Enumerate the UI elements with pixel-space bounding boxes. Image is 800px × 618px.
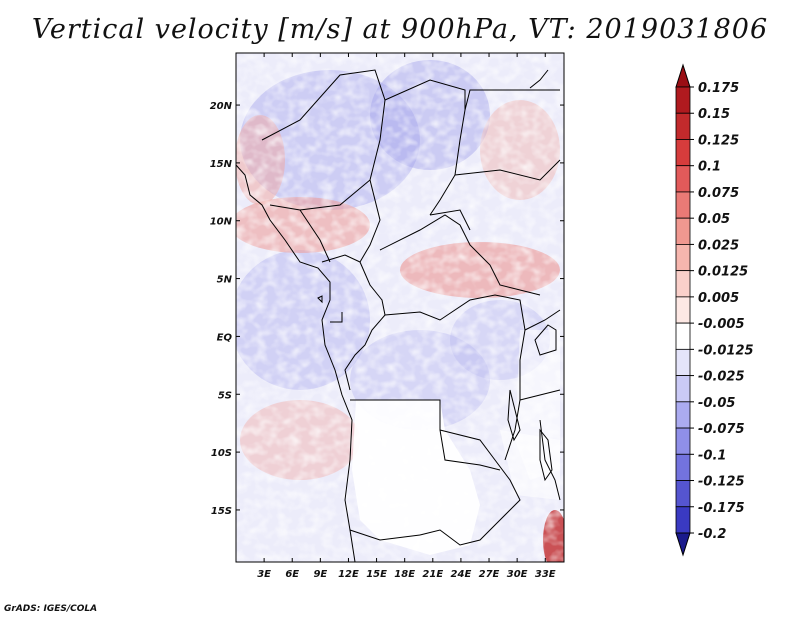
colorbar-bin: [675, 401, 691, 429]
colorbar-top-arrow: [675, 63, 691, 88]
colorbar: 0.175 0.15 0.125 0.1 0.075 0.05 0.025 0.0125 0.0…: [675, 63, 754, 557]
colorbar-label: -0.2: [698, 527, 726, 542]
colorbar-bin: [675, 506, 691, 534]
colorbar-bin: [675, 217, 691, 245]
x-tick-label: 6E: [285, 569, 299, 580]
colorbar-label: -0.125: [698, 475, 745, 490]
x-tick-label: 21E: [422, 569, 443, 580]
x-tick-label: 12E: [338, 569, 359, 580]
colorbar-label: -0.025: [698, 370, 745, 385]
y-tick-label: 5N: [217, 275, 233, 286]
colorbar-label: -0.005: [698, 317, 745, 332]
colorbar-label: 0.15: [698, 107, 730, 122]
colorbar-bin: [675, 244, 691, 272]
colorbar-label: 0.025: [698, 238, 739, 253]
colorbar-bin: [675, 270, 691, 298]
x-tick-label: 3E: [257, 569, 271, 580]
y-tick-label: 20N: [210, 101, 233, 112]
x-tick-label: 18E: [394, 569, 415, 580]
colorbar-bin: [675, 453, 691, 481]
country-borders: [236, 69, 561, 562]
y-tick-label: 15N: [210, 159, 233, 170]
colorbar-label: -0.05: [698, 396, 735, 411]
colorbar-label: -0.0125: [698, 343, 754, 358]
x-tick-label: 9E: [313, 569, 327, 580]
x-tick-label: 24E: [451, 569, 472, 580]
y-tick-label: 10S: [211, 448, 232, 459]
colorbar-bin: [675, 86, 691, 114]
axis-ticks: 3E 6E 9E 12E 15E 18E 21E 24E 27E 30E 33E 20N 15N 10N 5…: [210, 53, 564, 580]
x-tick-label: 30E: [507, 569, 528, 580]
colorbar-bin: [675, 427, 691, 455]
colorbar-bin: [675, 322, 691, 350]
colorbar-label: 0.175: [698, 81, 739, 96]
colorbar-bin: [675, 165, 691, 193]
x-tick-label: 33E: [535, 569, 556, 580]
colorbar-bin: [675, 139, 691, 167]
map-frame: [235, 52, 565, 563]
colorbar-bottom-arrow: [675, 532, 691, 557]
colorbar-bin: [675, 375, 691, 403]
colorbar-bin: [675, 112, 691, 140]
colorbar-label: 0.0125: [698, 265, 748, 280]
y-tick-label: 10N: [210, 217, 233, 228]
colorbar-label: 0.005: [698, 291, 739, 306]
x-tick-label: 15E: [366, 569, 387, 580]
plot-title: Vertical velocity [m/s] at 900hPa, VT: 2…: [31, 14, 769, 45]
colorbar-bin: [675, 296, 691, 324]
colorbar-label: -0.075: [698, 422, 745, 437]
colorbar-label: 0.075: [698, 186, 739, 201]
grads-credit: GrADS: IGES/COLA: [4, 604, 98, 614]
colorbar-bin: [675, 191, 691, 219]
colorbar-label: 0.1: [698, 160, 721, 175]
colorbar-label: -0.1: [698, 448, 726, 463]
colorbar-bin: [675, 348, 691, 376]
colorbar-bin: [675, 480, 691, 508]
colorbar-label: 0.125: [698, 133, 739, 148]
velocity-field: [236, 53, 564, 562]
x-tick-label: 27E: [479, 569, 500, 580]
y-tick-label: 5S: [218, 390, 232, 401]
y-tick-label: 15S: [211, 506, 232, 517]
colorbar-label: 0.05: [698, 212, 730, 227]
colorbar-label: -0.175: [698, 501, 745, 516]
y-tick-label: EQ: [217, 332, 233, 343]
